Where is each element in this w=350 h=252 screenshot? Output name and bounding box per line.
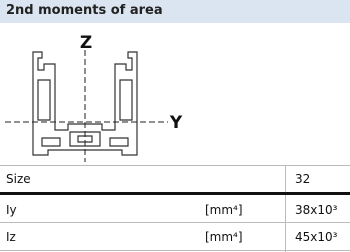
header-bar: 2nd moments of area [0,0,350,23]
rule [0,250,350,251]
rule [0,165,350,166]
cell: Iz [6,230,16,244]
cell: [mm⁴] [205,203,243,217]
profile-drawing: Z Y [5,33,183,162]
cell: [mm⁴] [205,230,243,244]
rule [0,222,350,223]
cell: 38x10³ [295,203,338,217]
cell: 32 [295,172,311,186]
cell: Iy [6,203,17,217]
thick-rule [0,192,350,195]
z-label: Z [80,33,92,53]
y-label: Y [169,113,183,133]
cell: Size [6,172,31,186]
column-rule [285,165,286,252]
cell: 45x10³ [295,230,338,244]
header-title: 2nd moments of area [6,3,163,18]
